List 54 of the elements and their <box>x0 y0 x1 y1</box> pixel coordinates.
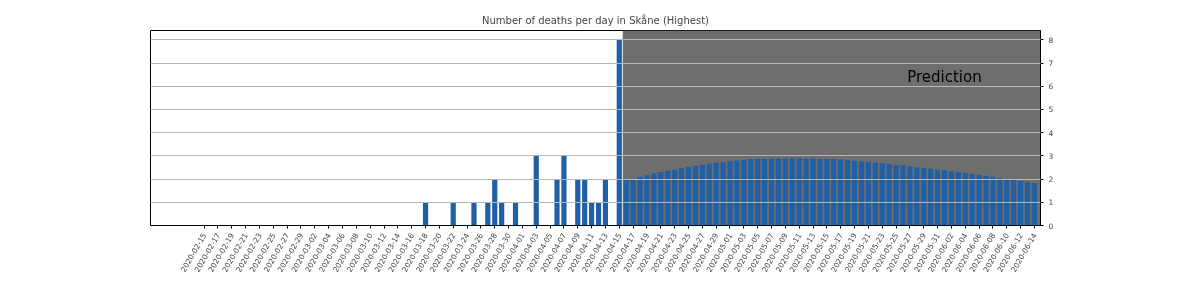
bar <box>678 167 685 226</box>
bar <box>471 202 477 226</box>
bar <box>921 167 927 226</box>
bar <box>499 202 505 226</box>
bar <box>450 202 456 226</box>
bar <box>575 179 581 226</box>
bar <box>1031 183 1038 226</box>
bar <box>858 161 865 226</box>
bar <box>595 202 602 226</box>
bar <box>879 163 885 226</box>
bar <box>1004 178 1010 226</box>
bar <box>589 202 595 226</box>
bar <box>941 170 948 226</box>
bar <box>796 158 802 226</box>
bar <box>748 159 754 226</box>
bar <box>1024 182 1031 226</box>
bar <box>872 162 878 226</box>
bar <box>962 173 968 226</box>
bar <box>1018 180 1024 226</box>
bar <box>768 158 775 226</box>
bar <box>422 202 429 226</box>
bar <box>616 39 622 226</box>
bar <box>706 163 712 226</box>
band-label: Prediction <box>907 68 982 87</box>
bar <box>955 172 961 226</box>
bar <box>665 170 671 226</box>
bar <box>755 159 761 226</box>
bar <box>1011 179 1017 226</box>
bar <box>838 159 844 226</box>
bar <box>831 159 837 226</box>
bar <box>672 169 678 226</box>
bar <box>512 202 519 226</box>
bar <box>485 202 491 226</box>
bar <box>865 161 871 226</box>
bar <box>699 164 705 226</box>
bar <box>851 160 858 226</box>
bar <box>845 160 851 226</box>
bar <box>782 158 788 226</box>
bar <box>658 172 664 226</box>
chart-title: Number of deaths per day in Skåne (Highest) <box>482 13 710 26</box>
bar <box>928 168 934 226</box>
bar <box>685 167 692 226</box>
bar <box>914 167 920 226</box>
bar <box>762 158 768 226</box>
bar <box>948 171 955 226</box>
bar <box>533 155 539 226</box>
bar <box>492 179 498 226</box>
bar <box>789 158 795 226</box>
bar <box>692 165 698 226</box>
bar <box>623 179 629 226</box>
bar <box>775 158 782 226</box>
bar <box>582 179 588 226</box>
bar <box>934 169 941 226</box>
bar <box>602 179 609 226</box>
